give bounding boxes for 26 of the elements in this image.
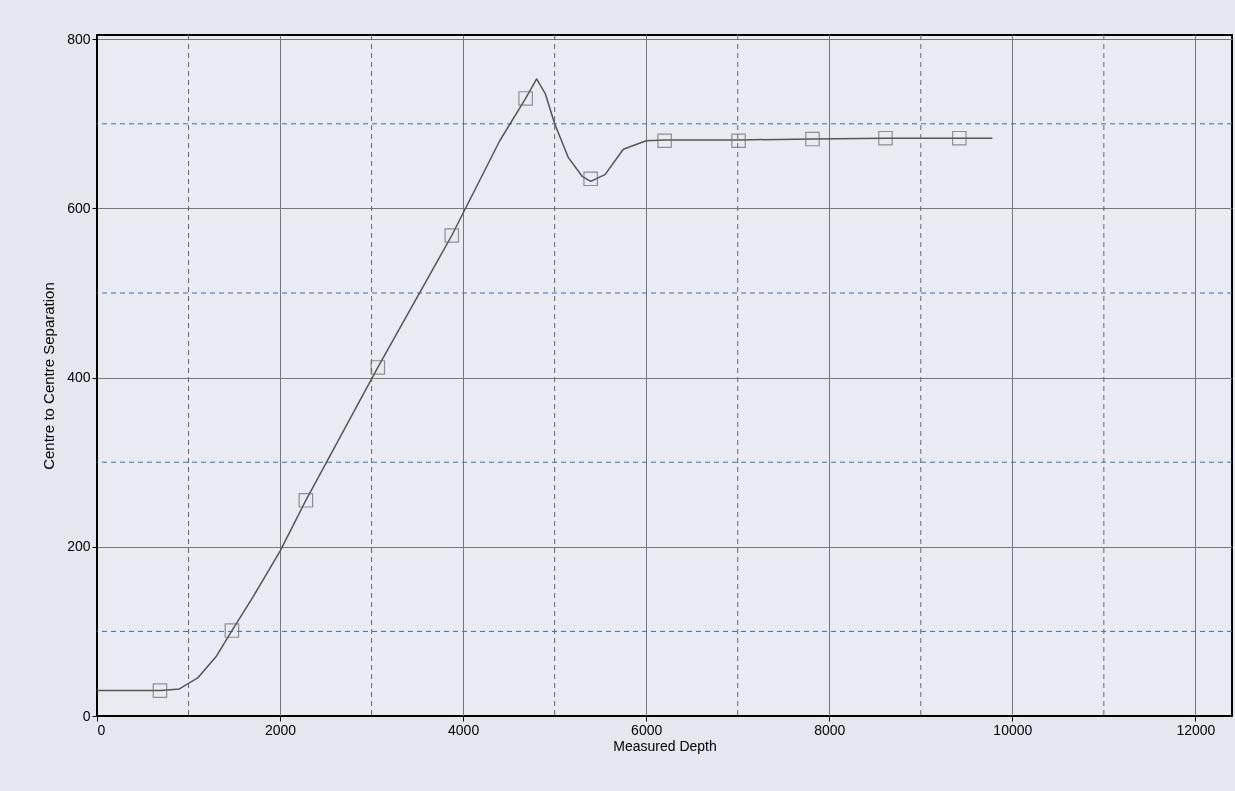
x-tick-label: 10000 — [993, 721, 1033, 738]
y-tick-label: 800 — [67, 30, 91, 47]
point — [657, 133, 672, 149]
x-tick-label: 4000 — [448, 721, 480, 738]
x-tick-label: 2000 — [264, 721, 297, 738]
point — [152, 683, 168, 698]
x-axis-title: Measured Depth — [613, 737, 717, 754]
x-tick-label: 12000 — [1176, 721, 1216, 738]
point — [370, 360, 386, 375]
y-axis-title: Centre to Centre Separation — [40, 282, 58, 470]
point — [805, 131, 820, 147]
point — [952, 130, 967, 146]
x-tick-label: 6000 — [631, 721, 663, 738]
y-tick-label: 400 — [67, 369, 91, 386]
point — [583, 171, 598, 187]
point — [518, 91, 533, 106]
point — [444, 228, 460, 243]
y-tick-label: 600 — [67, 199, 91, 216]
y-tick-label: 0 — [82, 707, 91, 724]
x-tick-label: 0 — [97, 721, 106, 738]
point — [298, 492, 314, 508]
point — [224, 623, 240, 638]
point — [878, 130, 893, 146]
point — [731, 133, 746, 149]
y-tick-label: 200 — [67, 538, 91, 555]
x-tick-label: 8000 — [814, 721, 846, 738]
